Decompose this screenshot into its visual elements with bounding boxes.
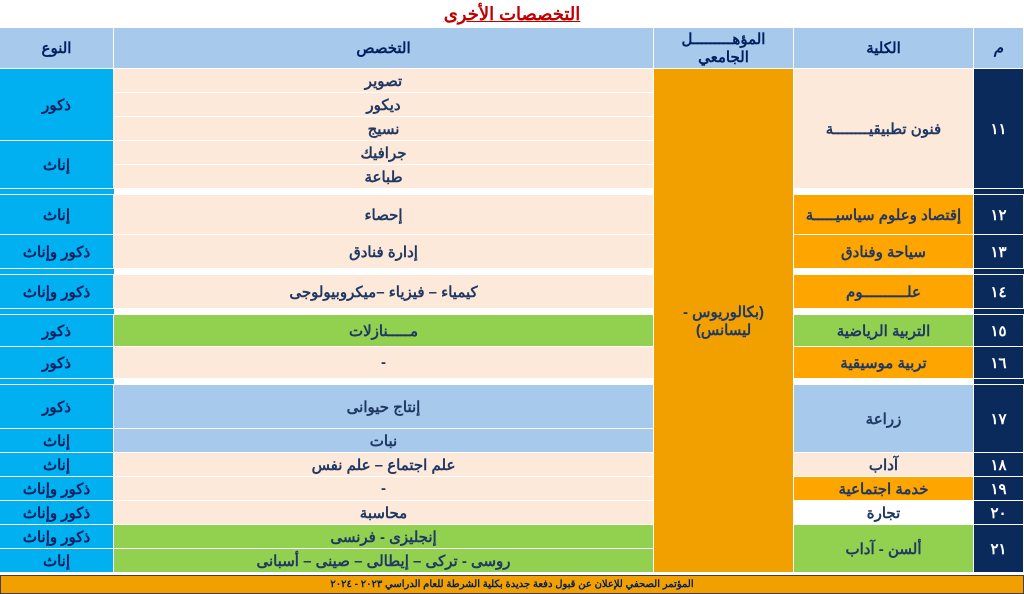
hdr-spec: التخصص (114, 28, 654, 69)
table-row: ١٩ خدمة اجتماعية - ذكور وإناث (0, 477, 1024, 501)
table-row: ٢٠ تجارة محاسبة ذكور وإناث (0, 501, 1024, 525)
cell-gender: ذكور وإناث (0, 525, 114, 549)
cell-gender: ذكور (0, 315, 114, 347)
cell-gender: إناث (0, 453, 114, 477)
hdr-m: م (974, 28, 1024, 69)
cell-qual: (بكالوريوس - ليسانس) (654, 69, 794, 573)
cell-college: التربية الرياضية (794, 315, 974, 347)
cell-spec: ديكور (114, 93, 654, 117)
cell-spec: جرافيك (114, 141, 654, 165)
cell-gender: ذكور وإناث (0, 235, 114, 269)
cell-gender: ذكور وإناث (0, 477, 114, 501)
specializations-table: م الكلية المؤهـــــــــل الجامعي التخصص … (0, 27, 1024, 573)
cell-num: ١٨ (974, 453, 1024, 477)
cell-gender: ذكور (0, 69, 114, 141)
cell-spec: روسى - تركى – إيطالى – صينى – أسبانى (114, 549, 654, 573)
cell-spec: محاسبة (114, 501, 654, 525)
table-row: ٢١ ألسن - آداب إنجليزى - فرنسى ذكور وإنا… (0, 525, 1024, 549)
footer-band: المؤتمر الصحفي للإعلان عن قبول دفعة جديد… (0, 575, 1024, 594)
cell-gender: ذكور وإناث (0, 275, 114, 309)
cell-spec: - (114, 347, 654, 379)
hdr-college: الكلية (794, 28, 974, 69)
cell-gender: ذكور وإناث (0, 501, 114, 525)
cell-spec: نبات (114, 429, 654, 453)
cell-spec: إدارة فنادق (114, 235, 654, 269)
cell-num: ١٧ (974, 385, 1024, 453)
hdr-gender: النوع (0, 28, 114, 69)
cell-spec: إنجليزى - فرنسى (114, 525, 654, 549)
cell-num: ٢٠ (974, 501, 1024, 525)
cell-college: ألسن - آداب (794, 525, 974, 573)
cell-college: علــــــــــوم (794, 275, 974, 309)
cell-college: سياحة وفنادق (794, 235, 974, 269)
table-row: ١٧ زراعة إنتاج حيوانى ذكور (0, 385, 1024, 429)
cell-spec: إنتاج حيوانى (114, 385, 654, 429)
table-header-row: م الكلية المؤهـــــــــل الجامعي التخصص … (0, 28, 1024, 69)
cell-gender: إناث (0, 195, 114, 235)
cell-college: آداب (794, 453, 974, 477)
page-title: التخصصات الأخرى (0, 0, 1024, 27)
cell-spec: نسيج (114, 117, 654, 141)
cell-num: ٢١ (974, 525, 1024, 573)
cell-college: تربية موسيقية (794, 347, 974, 379)
cell-num: ١٣ (974, 235, 1024, 269)
table-row: ١٣ سياحة وفنادق إدارة فنادق ذكور وإناث (0, 235, 1024, 269)
cell-num: ١٩ (974, 477, 1024, 501)
cell-college: تجارة (794, 501, 974, 525)
cell-num: ١٤ (974, 275, 1024, 309)
table-row: ١٥ التربية الرياضية مـــــنازلات ذكور (0, 315, 1024, 347)
cell-spec: مـــــنازلات (114, 315, 654, 347)
cell-spec: كيمياء – فيزياء –ميكروبيولوجى (114, 275, 654, 309)
cell-num: ١٦ (974, 347, 1024, 379)
cell-spec: طباعة (114, 165, 654, 189)
cell-gender: إناث (0, 549, 114, 573)
table-row: ١٦ تربية موسيقية - ذكور (0, 347, 1024, 379)
cell-college: زراعة (794, 385, 974, 453)
cell-spec: علم اجتماع – علم نفس (114, 453, 654, 477)
cell-college: إقتصاد وعلوم سياسيـــــة (794, 195, 974, 235)
table-row: ١٤ علــــــــــوم كيمياء – فيزياء –ميكرو… (0, 275, 1024, 309)
table-row: ١١ فنون تطبيقيــــــــة (بكالوريوس - ليس… (0, 69, 1024, 93)
cell-spec: - (114, 477, 654, 501)
cell-num: ١١ (974, 69, 1024, 189)
cell-college: فنون تطبيقيــــــــة (794, 69, 974, 189)
cell-gender: ذكور (0, 385, 114, 429)
cell-num: ١٢ (974, 195, 1024, 235)
cell-num: ١٥ (974, 315, 1024, 347)
table-row: ١٨ آداب علم اجتماع – علم نفس إناث (0, 453, 1024, 477)
table-row: ١٢ إقتصاد وعلوم سياسيـــــة إحصاء إناث (0, 195, 1024, 235)
hdr-qual: المؤهـــــــــل الجامعي (654, 28, 794, 69)
cell-college: خدمة اجتماعية (794, 477, 974, 501)
cell-spec: تصوير (114, 69, 654, 93)
cell-gender: ذكور (0, 347, 114, 379)
cell-spec: إحصاء (114, 195, 654, 235)
cell-gender: إناث (0, 141, 114, 189)
cell-gender: إناث (0, 429, 114, 453)
